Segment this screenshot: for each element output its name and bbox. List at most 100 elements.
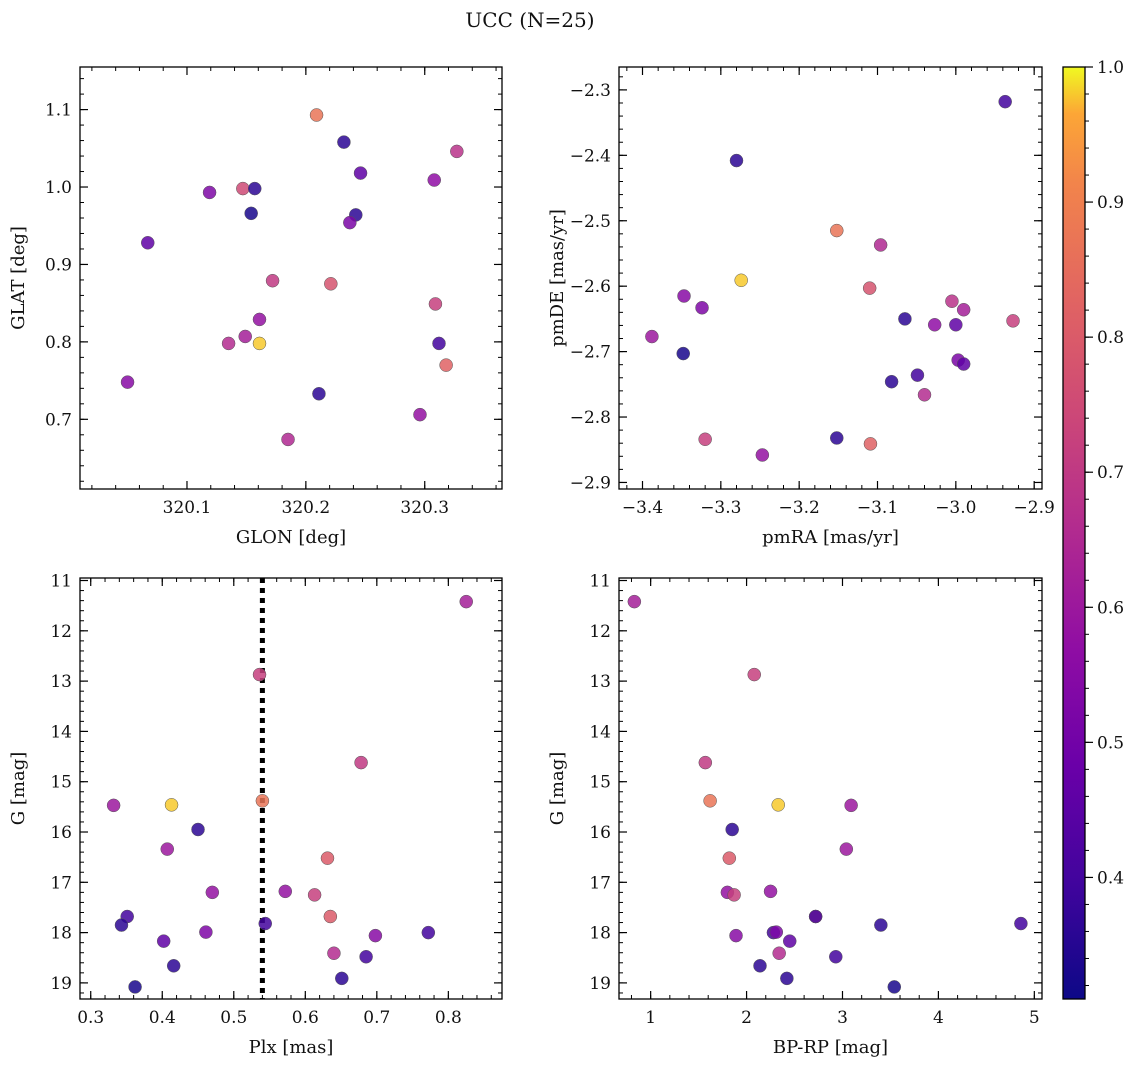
data-point <box>353 166 368 180</box>
y-axis-label: pmDE [mas/yr] <box>547 209 568 347</box>
data-point <box>450 144 464 159</box>
colorbar-tick-label: 0.8 <box>1097 328 1124 348</box>
y-tick-label: 18 <box>589 924 611 944</box>
y-tick-label: 15 <box>589 773 611 793</box>
data-point <box>771 798 785 812</box>
data-point <box>917 388 932 402</box>
y-tick-label: −2.5 <box>570 212 611 232</box>
data-point <box>863 437 878 451</box>
x-tick-label: 0.3 <box>77 1008 104 1028</box>
panel-plx-g: 0.3 0.4 0.5 0.6 0.7 0.8 11 12 13 14 15 16 17 18 19 Plx … <box>8 572 503 1058</box>
data-point <box>829 949 843 964</box>
colorbar-tick-label: 0.5 <box>1097 733 1124 753</box>
x-tick-label: 320.1 <box>163 498 212 518</box>
data-point <box>830 223 844 238</box>
data-point <box>725 822 739 837</box>
data-point <box>703 794 717 808</box>
data-point <box>945 294 959 308</box>
data-point <box>747 667 761 682</box>
y-tick-label: 13 <box>589 672 611 692</box>
data-point <box>998 94 1012 109</box>
data-point <box>910 368 925 382</box>
data-point <box>156 934 171 948</box>
data-point <box>199 925 213 939</box>
data-point <box>205 885 220 900</box>
y-tick-label: 11 <box>589 572 611 592</box>
data-point <box>324 277 338 291</box>
x-axis-label: Plx [mas] <box>249 1037 334 1058</box>
data-point <box>722 851 737 865</box>
data-point <box>729 928 743 943</box>
data-point <box>278 884 293 899</box>
data-point <box>114 918 129 932</box>
x-tick-label: 0.4 <box>149 1008 176 1028</box>
data-point <box>252 336 267 351</box>
data-point <box>247 181 262 196</box>
data-point <box>839 842 854 856</box>
data-point <box>244 206 258 221</box>
y-tick-label: 16 <box>589 823 611 843</box>
data-point <box>898 312 912 326</box>
x-tick-label: −3.2 <box>779 498 820 518</box>
data-point <box>677 289 691 303</box>
x-tick-label: 0.6 <box>292 1008 319 1028</box>
data-point <box>141 236 155 250</box>
data-point <box>769 925 784 939</box>
data-point <box>120 375 135 389</box>
data-point <box>729 153 744 168</box>
data-point <box>844 798 858 813</box>
colorbar-tick-label: 0.6 <box>1097 598 1124 618</box>
data-point <box>428 297 443 311</box>
data-point <box>309 108 324 122</box>
data-point <box>830 431 844 445</box>
y-tick-label: 1.1 <box>45 101 72 121</box>
y-tick-label: 15 <box>50 773 72 793</box>
data-point <box>307 888 322 902</box>
axes-frame <box>618 66 1043 490</box>
axes-frame <box>79 66 503 490</box>
x-tick-label: −3.1 <box>857 498 898 518</box>
data-point <box>281 432 295 447</box>
y-tick-label: −2.4 <box>570 146 611 166</box>
data-point <box>221 336 236 351</box>
data-point <box>927 318 942 332</box>
data-point <box>255 794 270 808</box>
x-tick-label: −3.3 <box>700 498 741 518</box>
panel-glon-glat: 320.1 320.2 320.3 0.7 0.8 0.9 1.0 1.1 GLON [deg]… <box>8 66 503 548</box>
x-tick-label: 5 <box>1029 1008 1040 1028</box>
data-point <box>236 181 250 196</box>
data-point <box>191 822 205 837</box>
axes-frame <box>618 577 1043 1000</box>
colorbar-tick-label: 0.9 <box>1097 193 1124 213</box>
data-point <box>343 215 357 230</box>
y-tick-label: 12 <box>50 622 72 642</box>
colorbar-tick-label: 0.4 <box>1097 868 1124 888</box>
x-tick-label: 3 <box>837 1008 848 1028</box>
x-tick-label: 0.8 <box>435 1008 462 1028</box>
y-tick-label: 14 <box>589 722 611 742</box>
panel-pmra-pmde: −3.4 −3.3 −3.2 −3.1 −3.0 −2.9 −2.9 −2.8 −2.7 −2.6… <box>547 66 1055 548</box>
data-point <box>949 318 963 332</box>
data-point <box>258 916 273 931</box>
data-point <box>698 755 713 770</box>
data-point <box>884 374 899 389</box>
data-point <box>645 329 659 344</box>
data-point <box>1006 314 1020 328</box>
y-tick-label: 0.9 <box>45 255 72 275</box>
data-point <box>956 357 971 371</box>
axes-frame <box>79 577 503 1000</box>
data-point <box>413 407 427 422</box>
y-tick-label: −2.8 <box>570 408 611 428</box>
data-point <box>166 959 181 973</box>
colorbar-tick-label: 0.7 <box>1097 463 1124 483</box>
data-point <box>439 358 453 372</box>
x-axis-label: pmRA [mas/yr] <box>762 527 899 548</box>
colorbar-tick-label: 1.0 <box>1097 58 1124 78</box>
y-tick-label: −2.7 <box>570 343 611 363</box>
data-point <box>763 884 778 899</box>
x-tick-label: −2.9 <box>1014 498 1055 518</box>
data-point <box>354 755 368 770</box>
y-tick-label: 19 <box>50 974 72 994</box>
y-tick-label: 17 <box>50 873 72 893</box>
y-tick-label: 14 <box>50 722 72 742</box>
